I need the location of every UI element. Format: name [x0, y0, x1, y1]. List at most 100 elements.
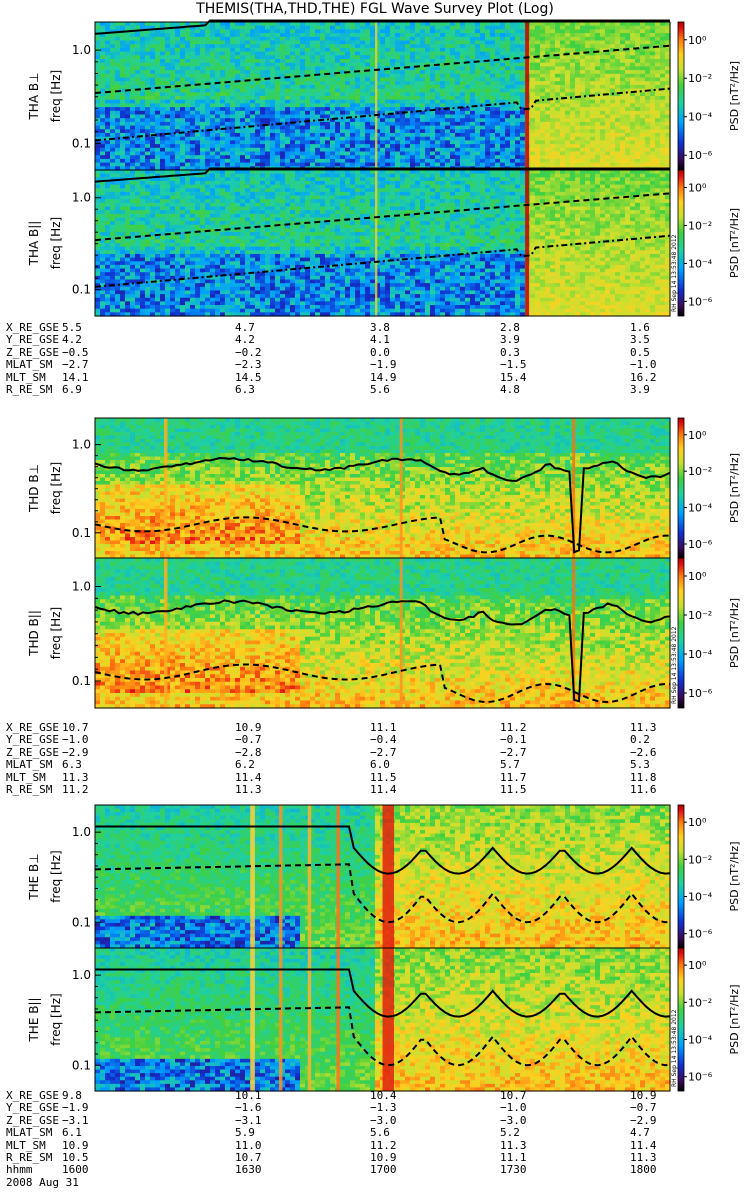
colorbar-tick-label: 10⁻² — [688, 465, 712, 478]
ephemeris-value: 11.4 — [370, 784, 397, 796]
y-tick-label: 1.0 — [72, 580, 91, 594]
ephemeris-value: −1.6 — [235, 1102, 262, 1114]
timestamp-stamp: RH Sep 14 13:53:48 2012 — [671, 626, 678, 704]
colorbar-tick-label: 10⁰ — [688, 182, 707, 195]
spectral-band-0-0 — [525, 22, 529, 170]
ephemeris-label: R_RE_SM — [6, 784, 52, 796]
ephemeris-value: 5.3 — [630, 759, 650, 771]
panel-yunit: freq [Hz] — [49, 993, 63, 1045]
ephemeris-value: −1.0 — [500, 1102, 527, 1114]
colorbar-tick-label: 10⁰ — [688, 959, 707, 972]
colorbar-label: PSD [nT²/Hz] — [728, 841, 741, 911]
y-tick-label: 0.1 — [72, 283, 91, 297]
ephemeris-value: 5.6 — [370, 1127, 390, 1139]
y-tick-label: 0.1 — [72, 526, 91, 540]
spectral-band-5-4 — [383, 948, 395, 1091]
ephemeris-value: −1.0 — [630, 359, 657, 371]
ephemeris-value: 5.6 — [370, 384, 390, 396]
spectral-band-3-1 — [400, 558, 403, 708]
ephemeris-value: 6.3 — [235, 384, 255, 396]
y-tick-label: 1.0 — [72, 825, 91, 839]
ephemeris-value: 4.2 — [235, 334, 255, 346]
ephemeris-value: 6.1 — [62, 1127, 82, 1139]
ephemeris-value: −1.9 — [62, 1102, 89, 1114]
ephemeris-value: 3.9 — [500, 334, 520, 346]
ephemeris-label: MLAT_SM — [6, 759, 52, 771]
ephemeris-row: MLAT_SM 6.3 6.2 6.0 5.7 5.3 — [6, 759, 746, 771]
ephemeris-value: 6.0 — [370, 759, 390, 771]
y-tick-label: 0.1 — [72, 1058, 91, 1072]
colorbar-tick-label: 10⁻⁴ — [688, 257, 713, 270]
ephemeris-value: 11.5 — [500, 784, 527, 796]
ephemeris-value: 1600 — [62, 1164, 89, 1176]
panel-yunit: freq [Hz] — [49, 607, 63, 659]
ephemeris-value: 4.2 — [62, 334, 82, 346]
ephemeris-value: −1.9 — [370, 359, 397, 371]
panel-ylabel: THE B⊥ — [27, 853, 41, 900]
ephemeris-value: 5.9 — [235, 1127, 255, 1139]
colorbar-tick-label: 10⁻⁴ — [688, 1034, 713, 1047]
ephemeris-value: 11.3 — [235, 784, 262, 796]
colorbar-label: PSD [nT²/Hz] — [728, 453, 741, 523]
ephemeris-value: 6.3 — [62, 759, 82, 771]
ephemeris-row: R_RE_SM 6.9 6.3 5.6 4.8 3.9 — [6, 384, 746, 396]
colorbar-tick-label: 10⁰ — [688, 570, 707, 583]
ephemeris-value: 3.9 — [630, 384, 650, 396]
panel-yunit: freq [Hz] — [49, 217, 63, 269]
colorbar-tick-label: 10⁻⁶ — [688, 928, 713, 941]
ephemeris-value: 6.2 — [235, 759, 255, 771]
plot-date: 2008 Aug 31 — [6, 1177, 746, 1189]
ephemeris-value: 3.5 — [630, 334, 650, 346]
colorbar-tick-label: 10⁻⁶ — [688, 687, 713, 700]
ephemeris-value: −0.1 — [500, 734, 527, 746]
colorbar-tick-label: 10⁻² — [688, 853, 712, 866]
ephemeris-value: 4.7 — [630, 1127, 650, 1139]
colorbar-label: PSD [nT²/Hz] — [728, 61, 741, 131]
ephemeris-value: −0.7 — [630, 1102, 657, 1114]
ephemeris-value: 5.7 — [500, 759, 520, 771]
ephemeris-label: MLAT_SM — [6, 359, 52, 371]
y-tick-label: 0.1 — [72, 915, 91, 929]
ephemeris-label: MLAT_SM — [6, 1127, 52, 1139]
ephemeris-table-tha: X_RE_GSE 5.5 4.7 3.8 2.8 1.6 Y_RE_GSE 4.2 4.2 4.1… — [6, 322, 746, 396]
ephemeris-value: 1800 — [630, 1164, 657, 1176]
timestamp-stamp: RH Sep 14 13:53:48 2012 — [671, 1009, 678, 1087]
colorbar-tick-label: 10⁻⁶ — [688, 149, 713, 162]
colorbar-tick-label: 10⁰ — [688, 816, 707, 829]
ephemeris-table-thd: X_RE_GSE 10.7 10.9 11.1 11.2 11.3 Y_RE_GSE −1.0… — [6, 722, 746, 796]
ephemeris-value: 11.6 — [630, 784, 657, 796]
ephemeris-value: −1.0 — [62, 734, 89, 746]
colorbar-label: PSD [nT²/Hz] — [728, 208, 741, 278]
ephemeris-value: −2.3 — [235, 359, 262, 371]
panel-ylabel: THA B⊥ — [27, 72, 41, 120]
ephemeris-row: Y_RE_GSE −1.9 −1.6 −1.3 −1.0 −0.7 — [6, 1102, 746, 1114]
ephemeris-table-the: X_RE_GSE 9.8 10.1 10.4 10.7 10.9 Y_RE_GSE −1.9−… — [6, 1090, 746, 1189]
ephemeris-row: Y_RE_GSE 4.2 4.2 4.1 3.9 3.5 — [6, 334, 746, 346]
panel-ylabel: THE B|| — [27, 997, 41, 1042]
ephemeris-label: Y_RE_GSE — [6, 334, 59, 346]
spectral-band-2-1 — [400, 418, 403, 558]
spectral-band-2-0 — [164, 418, 167, 558]
colorbar-tick-label: 10⁻⁴ — [688, 111, 713, 124]
colorbar-tick-label: 10⁻⁶ — [688, 538, 713, 551]
y-tick-label: 1.0 — [72, 438, 91, 452]
panel-ylabel: THD B⊥ — [27, 464, 41, 513]
ephemeris-value: 4.8 — [500, 384, 520, 396]
spectral-band-1-1 — [375, 170, 377, 316]
y-tick-label: 1.0 — [72, 968, 91, 982]
colorbar-tick-label: 10⁻⁴ — [688, 502, 713, 515]
ephemeris-value: −0.7 — [235, 734, 262, 746]
ephemeris-row: MLAT_SM −2.7 −2.3 −1.9 −1.5 −1.0 — [6, 359, 746, 371]
ephemeris-value: −1.3 — [370, 1102, 397, 1114]
ephemeris-value: 1630 — [235, 1164, 262, 1176]
